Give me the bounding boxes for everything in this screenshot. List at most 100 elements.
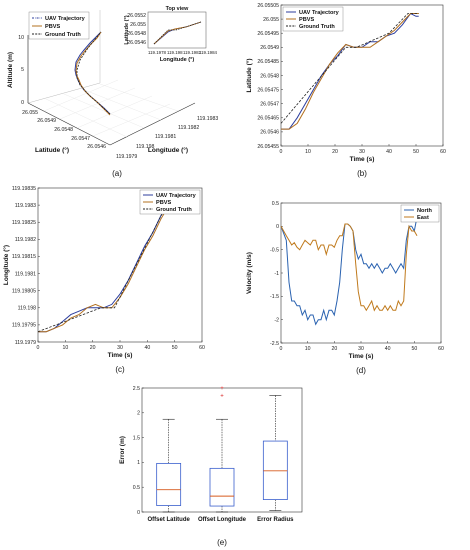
b-x-tick-label: 10 bbox=[305, 149, 311, 155]
altitude-axis-label: Altitude (m) bbox=[7, 52, 14, 88]
lat-tick-4: 26.0546 bbox=[87, 144, 106, 150]
d-x-tick-label: 0 bbox=[280, 346, 283, 352]
b-y-tick-label: 26.05495 bbox=[257, 31, 279, 37]
d-x-tick-label: 40 bbox=[385, 346, 391, 352]
trajectory-3d-lines bbox=[74, 31, 111, 116]
lat-tick-0: 26.055 bbox=[22, 110, 38, 116]
d-y-tick-label: -2 bbox=[274, 317, 279, 323]
c-legend-label: UAV Trajectory bbox=[156, 193, 197, 199]
d-plot-frame bbox=[280, 202, 442, 344]
lon-tick-3: 119.1982 bbox=[178, 125, 199, 131]
inset-x-tick-3: 119.1984 bbox=[199, 50, 218, 55]
c-x-tick-label: 40 bbox=[144, 345, 150, 351]
c-y-axis-label: Longitude (°) bbox=[2, 245, 10, 285]
c-x-tick-label: 20 bbox=[90, 345, 96, 351]
b-y-tick-label: 26.055 bbox=[263, 17, 279, 23]
c-y-tick-label: 119.1979 bbox=[15, 340, 36, 346]
d-y-axis-label: Velocity (m/s) bbox=[246, 252, 253, 294]
c-y-tick-label: 119.19815 bbox=[12, 254, 36, 260]
inset-y-tick-2: 26.0548 bbox=[127, 31, 146, 37]
panel-a-label: (a) bbox=[112, 169, 122, 178]
b-x-tick-label: 30 bbox=[359, 149, 365, 155]
e-y-tick-label: 1.5 bbox=[133, 435, 140, 441]
panel-b-latitude-vs-time: 0 10 20 30 40 50 60 26.05455 26.0546 26.05465 26.0… bbox=[245, 3, 446, 178]
e-y-tick-label: 0 bbox=[137, 510, 140, 516]
e-panel-label: (e) bbox=[217, 538, 227, 547]
inset-y-label: Latitude (°) bbox=[124, 15, 130, 44]
b-x-tick-label: 50 bbox=[413, 149, 419, 155]
lon-tick-0: 119.1979 bbox=[116, 154, 137, 160]
d-x-tick-label: 30 bbox=[358, 346, 364, 352]
panel-a-3d-trajectory: 10 5 0 Altitude (m) 26.055 26.0549 26.05… bbox=[7, 6, 218, 178]
d-y-tick-label: -1.5 bbox=[270, 294, 279, 300]
d-y-tick-label: 0 bbox=[276, 224, 279, 230]
d-y-tick-label: -1 bbox=[274, 271, 279, 277]
inset-title: Top view bbox=[166, 6, 189, 12]
e-y-tick-label: 2 bbox=[137, 411, 140, 417]
b-y-tick-label: 26.05475 bbox=[257, 87, 279, 93]
lon-tick-4: 119.1983 bbox=[197, 116, 218, 122]
legend-a-ground-label: Ground Truth bbox=[45, 32, 81, 38]
lat-tick-1: 26.0549 bbox=[37, 118, 56, 124]
b-y-tick-label: 26.0547 bbox=[260, 102, 279, 108]
e-outlier-marker: + bbox=[220, 393, 224, 399]
alt-tick-0: 10 bbox=[18, 35, 24, 41]
e-y-tick-label: 2.5 bbox=[133, 386, 140, 392]
b-x-tick-label: 40 bbox=[386, 149, 392, 155]
e-category-label: Offset Latitude bbox=[147, 517, 190, 523]
c-x-axis-label: Time (s) bbox=[108, 352, 133, 359]
lat-tick-3: 26.0547 bbox=[71, 136, 90, 142]
c-x-tick-label: 50 bbox=[172, 345, 178, 351]
c-panel-label: (c) bbox=[115, 365, 125, 374]
longitude-axis-line bbox=[109, 102, 196, 146]
inset-y-tick-3: 26.0546 bbox=[127, 40, 146, 46]
altitude-tick-labels: 10 5 0 bbox=[18, 35, 24, 106]
c-legend-label: PBVS bbox=[156, 200, 172, 206]
panel-d-velocity-vs-time: 0 10 20 30 40 50 60 -2.5 -2 -1.5 -1 -0.5 0 0.5 Time (s… bbox=[246, 201, 444, 375]
b-x-tick-label: 20 bbox=[332, 149, 338, 155]
c-y-tick-label: 119.1983 bbox=[15, 203, 36, 209]
c-y-tick-label: 119.19825 bbox=[12, 220, 36, 226]
c-x-tick-label: 60 bbox=[199, 345, 205, 351]
latitude-tick-labels: 26.055 26.0549 26.0548 26.0547 26.0546 bbox=[22, 110, 106, 150]
trajectory-3d-uav-line bbox=[74, 31, 111, 115]
inset-ground-line bbox=[153, 21, 202, 45]
inset-top-view: Top view 26.0552 26.055 26.0548 26.0546 … bbox=[124, 6, 218, 63]
c-y-tick-label: 119.19805 bbox=[12, 288, 36, 294]
panel-c-longitude-vs-time: 0 10 20 30 40 50 60 119.1979 119.19795 119.198 119… bbox=[2, 186, 205, 374]
d-x-axis-label: Time (s) bbox=[349, 353, 374, 360]
e-outlier-marker: + bbox=[220, 386, 224, 392]
c-y-tick-label: 119.19835 bbox=[12, 186, 36, 192]
inset-x-tick-1: 119.198 bbox=[167, 50, 183, 55]
d-panel-label: (d) bbox=[356, 366, 366, 375]
c-y-tick-label: 119.19795 bbox=[12, 323, 36, 329]
b-series-line-ground-truth bbox=[280, 13, 419, 124]
c-y-tick-label: 119.198 bbox=[18, 306, 36, 312]
d-series-line-east bbox=[280, 223, 418, 312]
inset-x-tick-0: 119.1978 bbox=[148, 50, 167, 55]
d-x-tick-label: 60 bbox=[438, 346, 444, 352]
d-x-tick-label: 50 bbox=[411, 346, 417, 352]
d-legend-label: East bbox=[417, 215, 429, 221]
b-legend-label: UAV Trajectory bbox=[299, 10, 340, 16]
c-y-tick-label: 119.1981 bbox=[15, 271, 36, 277]
inset-y-tick-0: 26.0552 bbox=[127, 13, 146, 19]
longitude-tick-labels: 119.1979 119.198 119.1981 119.1982 119.1… bbox=[116, 116, 218, 160]
d-y-tick-label: -2.5 bbox=[270, 341, 279, 347]
c-legend-label: Ground Truth bbox=[156, 207, 192, 213]
d-y-tick-label: -0.5 bbox=[270, 247, 279, 253]
b-x-tick-label: 60 bbox=[440, 149, 446, 155]
latitude-axis-line bbox=[27, 102, 111, 146]
d-legend-box bbox=[400, 204, 440, 223]
e-box-1 bbox=[209, 467, 235, 507]
c-x-tick-label: 30 bbox=[117, 345, 123, 351]
c-y-tick-label: 119.1982 bbox=[15, 237, 36, 243]
c-series-line-ground-truth bbox=[37, 204, 178, 333]
lat-tick-2: 26.0548 bbox=[54, 127, 73, 133]
b-y-tick-label: 26.0548 bbox=[260, 73, 279, 79]
e-y-tick-label: 0.5 bbox=[133, 485, 140, 491]
e-y-axis-label: Error (m) bbox=[119, 436, 126, 464]
b-x-tick-label: 0 bbox=[280, 149, 283, 155]
b-legend-label: PBVS bbox=[299, 17, 315, 23]
alt-tick-2: 0 bbox=[21, 100, 24, 106]
